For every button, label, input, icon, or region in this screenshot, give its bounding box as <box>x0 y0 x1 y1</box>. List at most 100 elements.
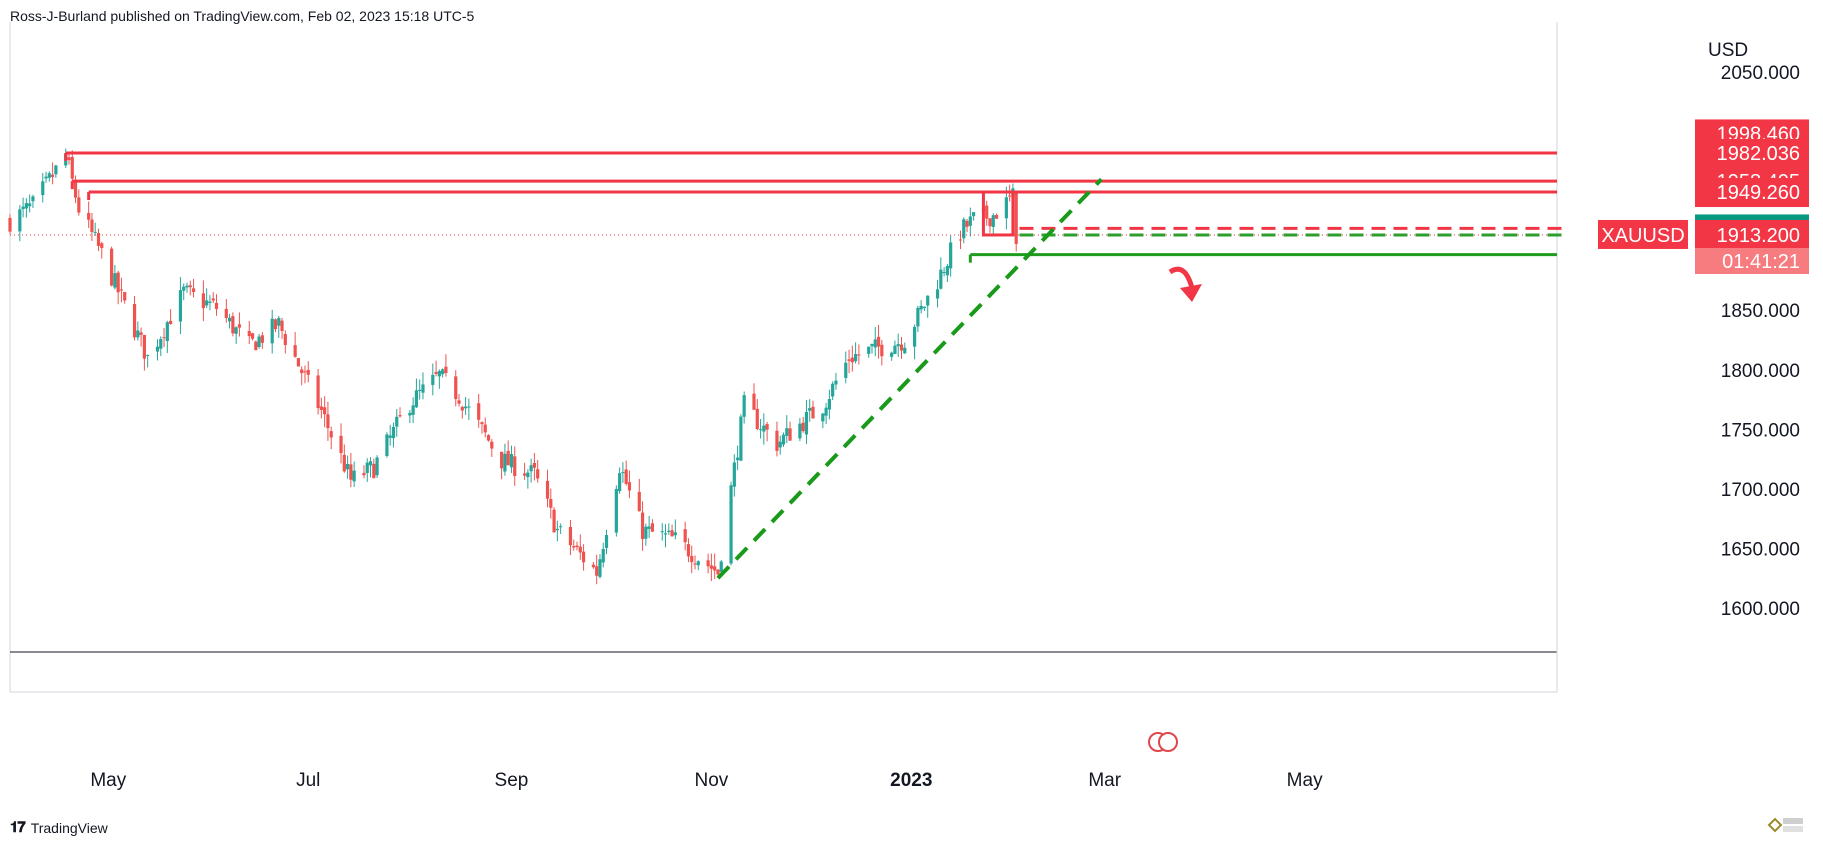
range-box <box>981 190 1015 237</box>
candle-body <box>935 289 940 299</box>
candle-body <box>788 428 792 441</box>
candle <box>352 461 356 488</box>
candle <box>522 462 527 480</box>
candle <box>283 330 287 354</box>
countdown-bg <box>1695 247 1809 274</box>
candle-body <box>926 295 930 306</box>
candle-body <box>624 469 628 484</box>
tradingview-logo-icon: 𝟏𝟕 <box>10 819 26 836</box>
candle-body <box>431 374 435 385</box>
candle-body <box>949 242 953 269</box>
candle <box>339 423 343 464</box>
candle <box>441 368 445 378</box>
candle-body <box>201 293 205 309</box>
candle <box>536 459 540 483</box>
candle-body <box>326 414 330 429</box>
candle-body <box>270 318 274 344</box>
candle <box>372 458 376 479</box>
candle-body <box>165 322 169 342</box>
candle-body <box>352 470 356 482</box>
candle <box>273 318 278 333</box>
candle-body <box>100 243 104 248</box>
candle-body <box>919 305 923 310</box>
candle-body <box>90 219 94 232</box>
candle-body <box>247 330 251 337</box>
candle <box>555 520 559 542</box>
candle <box>159 336 163 357</box>
candle <box>434 360 438 377</box>
candle <box>637 478 641 512</box>
candle-body <box>444 366 448 374</box>
candle <box>578 534 582 560</box>
candle <box>490 439 494 457</box>
candle <box>831 381 835 401</box>
candle-body <box>811 406 815 419</box>
candle <box>667 523 671 535</box>
candle <box>985 200 989 226</box>
candle-body <box>385 434 389 457</box>
candle <box>431 363 435 396</box>
candle-body <box>214 302 219 309</box>
candle-body <box>132 304 137 338</box>
candle <box>182 283 186 301</box>
candle-body <box>798 423 802 439</box>
candle-body <box>785 428 789 436</box>
candle <box>549 488 553 519</box>
candle-body <box>93 231 97 233</box>
candle-body <box>454 376 458 400</box>
candle <box>729 481 733 566</box>
candle <box>896 333 900 357</box>
candle <box>568 519 573 556</box>
candle-body <box>224 308 228 318</box>
candle-body <box>847 359 851 361</box>
candle <box>208 295 212 311</box>
candle-body <box>18 209 22 232</box>
candle <box>1004 186 1008 230</box>
candle-body <box>801 422 805 432</box>
candle-body <box>903 347 907 354</box>
candle <box>70 150 74 181</box>
symbol-label: XAUUSD <box>1601 225 1684 247</box>
candle-body <box>922 306 927 309</box>
candle <box>765 421 769 442</box>
candle <box>368 457 373 478</box>
event-icon <box>1158 732 1178 752</box>
candle <box>581 544 586 571</box>
candle <box>329 426 333 450</box>
candle-body <box>300 369 304 374</box>
candle-body <box>781 434 786 445</box>
candle <box>205 288 209 309</box>
candle-body <box>591 564 596 568</box>
candle-body <box>581 551 586 563</box>
candle-body <box>280 320 284 332</box>
chart-frame <box>9 22 1558 693</box>
candle <box>467 398 471 420</box>
candle <box>595 554 599 585</box>
candle-body <box>667 530 671 533</box>
candle-body <box>985 205 989 219</box>
candle <box>303 365 307 384</box>
candle <box>385 432 389 458</box>
candle <box>142 334 146 371</box>
candle-body <box>575 545 579 548</box>
trend <box>716 177 1103 580</box>
candle-body <box>467 406 471 408</box>
x-tick-label: 2023 <box>890 770 932 791</box>
candle-body <box>73 180 78 198</box>
tradingview-brand[interactable]: 𝟏𝟕 TradingView <box>10 819 108 836</box>
candle-body <box>408 412 412 416</box>
candle <box>971 212 976 221</box>
candle <box>365 458 369 482</box>
candle <box>178 277 183 335</box>
candle-body <box>913 326 917 347</box>
candle <box>110 246 114 287</box>
candle-body <box>942 271 946 273</box>
candle-body <box>191 288 196 292</box>
candle <box>247 321 251 344</box>
candle-body <box>503 453 507 472</box>
candle-body <box>51 174 55 177</box>
candle-body <box>391 426 396 439</box>
candle-body <box>729 485 733 564</box>
candle-body <box>732 462 736 487</box>
